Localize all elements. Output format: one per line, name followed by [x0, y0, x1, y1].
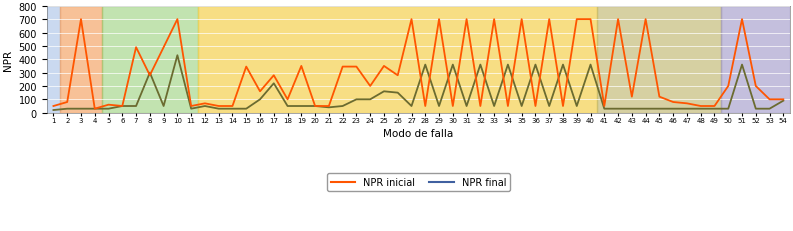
Bar: [722, 7, 790, 113]
Bar: [597, 7, 722, 113]
Bar: [102, 7, 198, 113]
Bar: [47, 7, 60, 113]
Legend: NPR inicial, NPR final: NPR inicial, NPR final: [327, 173, 510, 191]
Y-axis label: NPR: NPR: [3, 49, 13, 70]
X-axis label: Modo de falla: Modo de falla: [383, 129, 454, 139]
Bar: [60, 7, 102, 113]
Bar: [198, 7, 597, 113]
